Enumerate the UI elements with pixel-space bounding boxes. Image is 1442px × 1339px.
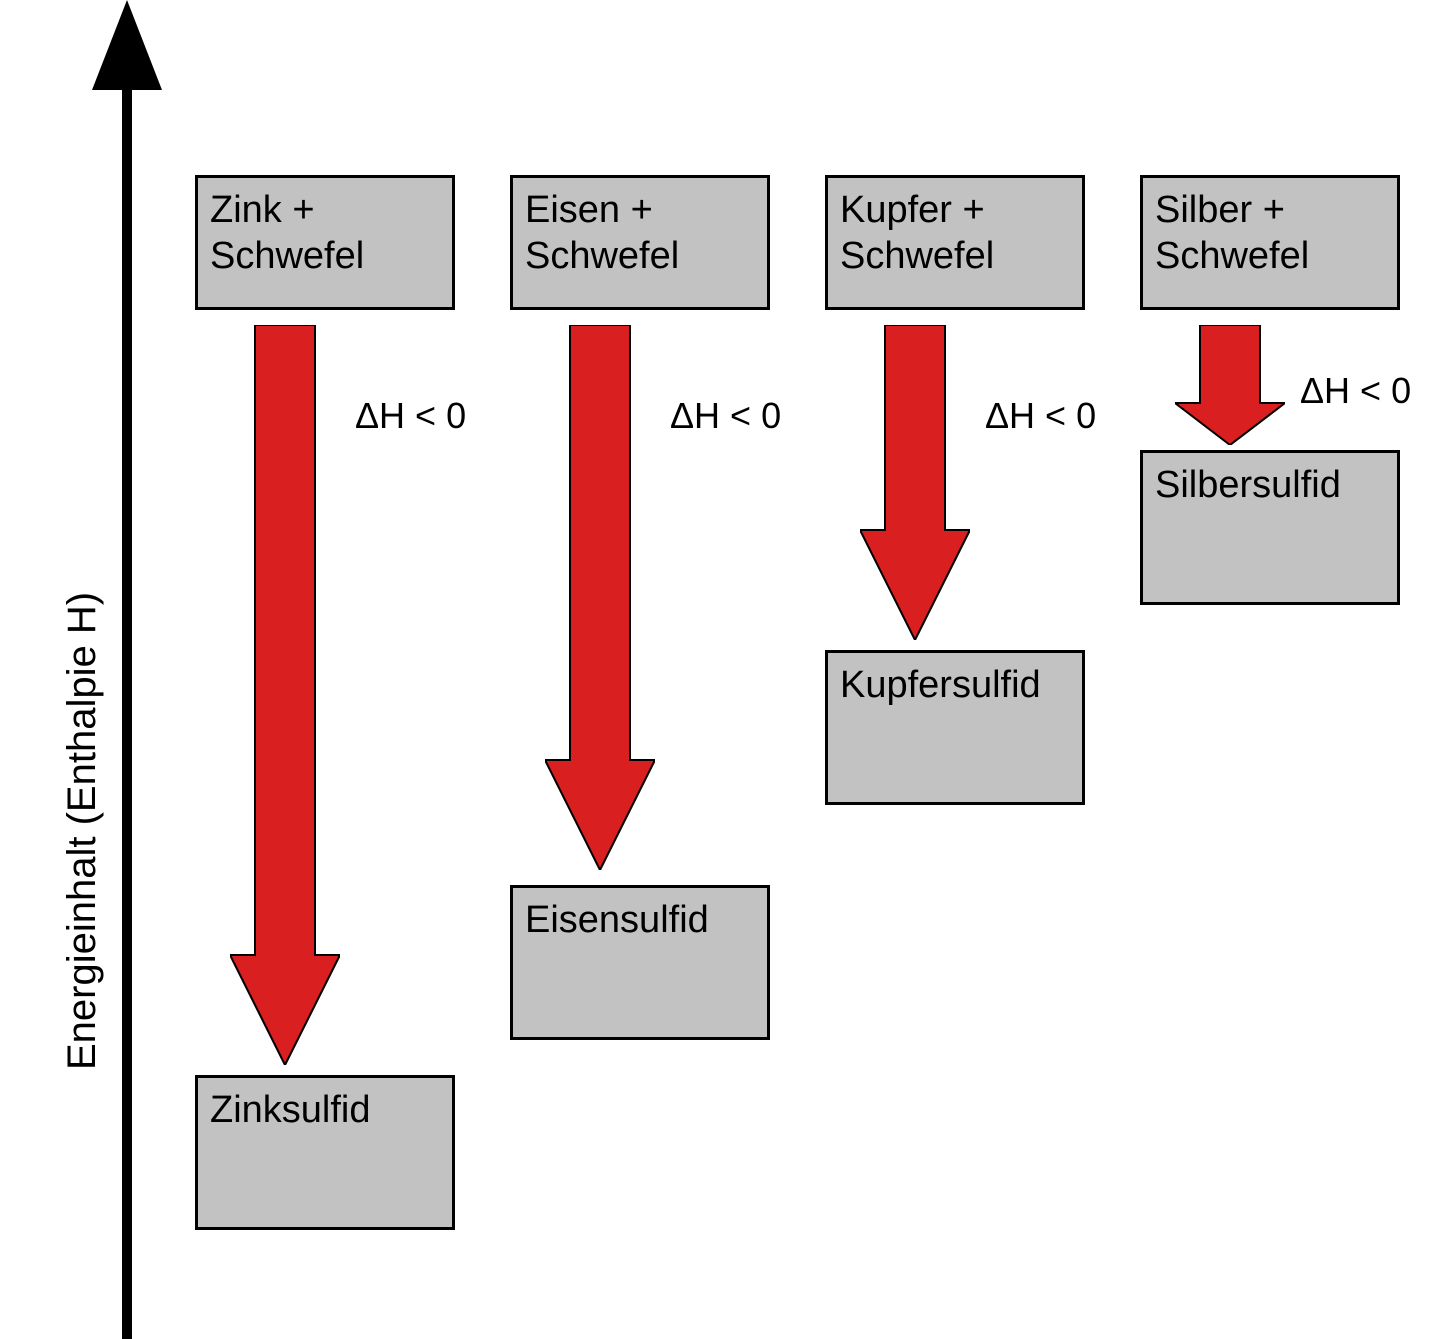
- delta-h-label: ΔH < 0: [985, 395, 1096, 437]
- y-axis-label: Energieinhalt (Enthalpie H): [60, 592, 105, 1070]
- box-product-copper: Kupfersulfid: [825, 650, 1085, 805]
- box-reactant-zinc: Zink + Schwefel: [195, 175, 455, 310]
- y-axis-arrowhead-icon: [92, 0, 162, 90]
- enthalpy-arrow-icon: [230, 325, 340, 1065]
- box-reactant-iron: Eisen + Schwefel: [510, 175, 770, 310]
- y-axis-line: [122, 90, 132, 1339]
- box-reactant-silver: Silber + Schwefel: [1140, 175, 1400, 310]
- box-product-iron: Eisensulfid: [510, 885, 770, 1040]
- box-reactant-copper: Kupfer + Schwefel: [825, 175, 1085, 310]
- enthalpy-arrow-icon: [860, 325, 970, 640]
- box-product-zinc: Zinksulfid: [195, 1075, 455, 1230]
- delta-h-label: ΔH < 0: [1300, 370, 1411, 412]
- enthalpy-arrow-icon: [1175, 325, 1285, 445]
- enthalpy-arrow-icon: [545, 325, 655, 870]
- box-product-silver: Silbersulfid: [1140, 450, 1400, 605]
- delta-h-label: ΔH < 0: [355, 395, 466, 437]
- delta-h-label: ΔH < 0: [670, 395, 781, 437]
